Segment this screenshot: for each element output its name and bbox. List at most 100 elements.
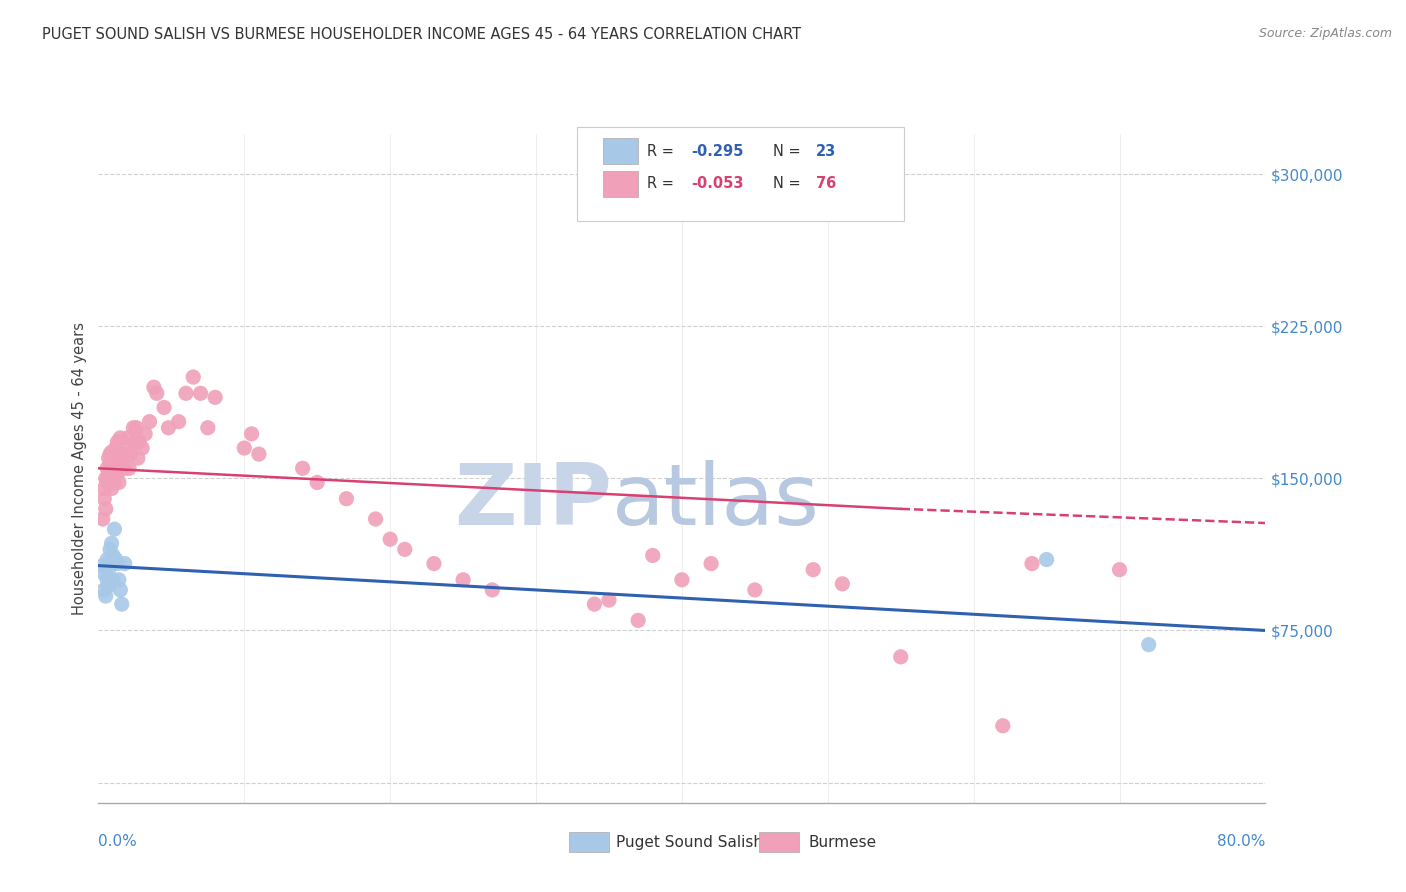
Text: Puget Sound Salish: Puget Sound Salish bbox=[616, 836, 763, 850]
Point bbox=[94, 501, 117, 516]
Point bbox=[94, 589, 117, 603]
Point bbox=[100, 536, 122, 550]
Text: PUGET SOUND SALISH VS BURMESE HOUSEHOLDER INCOME AGES 45 - 64 YEARS CORRELATION : PUGET SOUND SALISH VS BURMESE HOUSEHOLDE… bbox=[42, 27, 801, 42]
Text: Source: ZipAtlas.com: Source: ZipAtlas.com bbox=[1258, 27, 1392, 40]
Point bbox=[233, 441, 256, 455]
Point bbox=[128, 434, 150, 449]
Text: N =: N = bbox=[773, 144, 806, 159]
Point bbox=[167, 415, 190, 429]
FancyBboxPatch shape bbox=[576, 128, 904, 221]
Point bbox=[108, 475, 131, 490]
Point bbox=[127, 451, 149, 466]
Point bbox=[240, 426, 263, 441]
Point bbox=[120, 447, 142, 461]
Point bbox=[100, 457, 122, 471]
Text: ZIP: ZIP bbox=[454, 460, 612, 543]
Point bbox=[146, 386, 169, 401]
Point bbox=[100, 573, 122, 587]
Point bbox=[204, 390, 226, 404]
Point bbox=[104, 552, 127, 566]
Point bbox=[598, 593, 620, 607]
Point bbox=[291, 461, 314, 475]
Point bbox=[94, 471, 117, 485]
Point bbox=[671, 573, 693, 587]
Point bbox=[125, 421, 148, 435]
Point bbox=[96, 461, 118, 475]
Text: atlas: atlas bbox=[612, 460, 820, 543]
Point bbox=[103, 447, 125, 461]
Point bbox=[111, 597, 134, 611]
Text: N =: N = bbox=[773, 177, 806, 192]
Point bbox=[700, 557, 723, 571]
Point bbox=[1137, 638, 1160, 652]
Point bbox=[138, 415, 160, 429]
Point bbox=[91, 558, 114, 573]
Point bbox=[112, 447, 135, 461]
Point bbox=[105, 467, 128, 482]
Point bbox=[101, 455, 124, 469]
Point bbox=[423, 557, 446, 571]
Point bbox=[105, 557, 128, 571]
Point bbox=[153, 401, 176, 415]
Point bbox=[98, 447, 121, 461]
Point bbox=[103, 475, 125, 490]
FancyBboxPatch shape bbox=[603, 171, 637, 197]
Point bbox=[831, 577, 853, 591]
Text: Burmese: Burmese bbox=[808, 836, 876, 850]
Point bbox=[157, 421, 180, 435]
Point bbox=[97, 451, 120, 466]
Text: 0.0%: 0.0% bbox=[98, 834, 138, 849]
Point bbox=[93, 566, 115, 581]
Point bbox=[100, 445, 122, 459]
Point bbox=[114, 557, 136, 571]
Point bbox=[174, 386, 197, 401]
Point bbox=[364, 512, 387, 526]
Point bbox=[122, 421, 145, 435]
Point bbox=[110, 431, 132, 445]
Point bbox=[114, 461, 136, 475]
Point bbox=[1021, 557, 1043, 571]
Point bbox=[394, 542, 416, 557]
Point bbox=[98, 461, 121, 475]
Point bbox=[627, 613, 650, 627]
Point bbox=[97, 467, 120, 482]
Point bbox=[96, 573, 118, 587]
Point bbox=[93, 482, 115, 496]
Text: R =: R = bbox=[647, 144, 679, 159]
Point bbox=[108, 573, 131, 587]
Point bbox=[115, 441, 138, 455]
Point bbox=[96, 475, 118, 490]
Point bbox=[335, 491, 357, 506]
Point bbox=[744, 582, 766, 597]
Point bbox=[142, 380, 165, 394]
Text: 76: 76 bbox=[815, 177, 837, 192]
Point bbox=[103, 522, 125, 536]
Point bbox=[111, 455, 134, 469]
Point bbox=[108, 451, 131, 466]
Point bbox=[97, 563, 120, 577]
Point bbox=[118, 461, 141, 475]
Point bbox=[124, 434, 146, 449]
Point bbox=[481, 582, 503, 597]
Point bbox=[93, 491, 115, 506]
Point bbox=[991, 719, 1014, 733]
Point bbox=[104, 441, 127, 455]
Text: R =: R = bbox=[647, 177, 679, 192]
Point bbox=[181, 370, 204, 384]
Point bbox=[117, 431, 139, 445]
Point bbox=[100, 482, 122, 496]
Point bbox=[451, 573, 474, 587]
Point bbox=[131, 441, 153, 455]
Point bbox=[134, 426, 156, 441]
Point bbox=[98, 475, 121, 490]
Point bbox=[890, 649, 912, 664]
Text: -0.295: -0.295 bbox=[692, 144, 744, 159]
Point bbox=[583, 597, 606, 611]
Point bbox=[247, 447, 270, 461]
Point bbox=[190, 386, 212, 401]
Point bbox=[93, 582, 115, 597]
Point bbox=[96, 552, 118, 566]
Point bbox=[97, 579, 120, 593]
FancyBboxPatch shape bbox=[603, 138, 637, 164]
Text: 80.0%: 80.0% bbox=[1218, 834, 1265, 849]
